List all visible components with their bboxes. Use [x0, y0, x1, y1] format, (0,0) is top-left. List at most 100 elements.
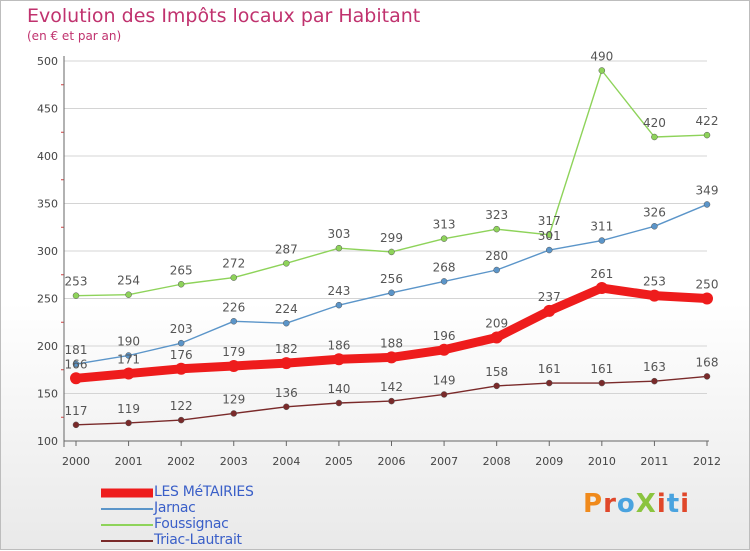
data-point-les-m-tairies: [122, 367, 135, 380]
data-label-triac-lautrait: 161: [590, 362, 613, 376]
data-point-jarnac: [335, 301, 343, 309]
data-label-foussignac: 490: [590, 50, 613, 64]
data-label-triac-lautrait: 140: [327, 382, 350, 396]
data-label-jarnac: 190: [117, 335, 140, 349]
y-tick-label: 100: [37, 435, 58, 448]
data-point-triac-lautrait: [546, 379, 553, 387]
data-point-triac-lautrait: [177, 416, 185, 424]
logo-letter: o: [616, 489, 636, 519]
x-tick-label: 2011: [640, 455, 668, 468]
data-point-les-m-tairies: [438, 343, 451, 356]
data-point-foussignac: [177, 281, 185, 288]
y-tick-label: 350: [37, 198, 58, 211]
data-point-les-m-tairies: [543, 304, 556, 317]
data-point-triac-lautrait: [72, 421, 80, 429]
data-point-les-m-tairies: [701, 292, 713, 305]
data-point-foussignac: [546, 231, 553, 239]
y-tick-label: 300: [37, 245, 58, 258]
x-tick-label: 2012: [693, 455, 721, 468]
legend-swatch-les-metairies: [101, 488, 153, 498]
data-label-triac-lautrait: 161: [538, 362, 561, 376]
data-label-foussignac: 420: [643, 116, 666, 130]
data-label-jarnac: 301: [538, 229, 561, 243]
x-tick-label: 2007: [430, 455, 458, 468]
data-point-triac-lautrait: [230, 410, 237, 417]
logo-letter: P: [583, 489, 604, 519]
data-point-triac-lautrait: [493, 382, 500, 390]
data-point-jarnac: [72, 360, 80, 368]
data-point-jarnac: [651, 223, 658, 230]
logo-letter: X: [635, 489, 657, 519]
x-tick-label: 2006: [378, 455, 406, 468]
data-point-triac-lautrait: [125, 419, 132, 427]
data-point-foussignac: [125, 291, 132, 298]
data-label-triac-lautrait: 129: [222, 392, 245, 406]
legend-swatch-jarnac: [101, 508, 153, 510]
chart-title: Evolution des Impôts locaux par Habitant: [27, 5, 421, 27]
x-tick-label: 2008: [483, 455, 511, 468]
data-point-triac-lautrait: [703, 373, 711, 380]
data-label-jarnac: 224: [275, 302, 298, 316]
data-label-les-m-tairies: 186: [327, 338, 350, 352]
data-point-les-m-tairies: [332, 353, 345, 366]
data-label-triac-lautrait: 119: [117, 402, 140, 416]
data-label-jarnac: 280: [485, 249, 508, 263]
data-label-triac-lautrait: 142: [380, 380, 403, 394]
data-label-triac-lautrait: 158: [485, 365, 508, 379]
chart-subtitle: (en € et par an): [27, 29, 122, 43]
data-point-foussignac: [72, 292, 80, 299]
data-point-foussignac: [598, 67, 606, 74]
data-label-foussignac: 265: [170, 263, 193, 277]
data-point-triac-lautrait: [388, 397, 395, 405]
data-point-foussignac: [230, 274, 237, 281]
data-label-jarnac: 181: [65, 343, 88, 357]
data-label-foussignac: 323: [485, 208, 508, 222]
data-label-jarnac: 203: [170, 322, 193, 336]
x-tick-label: 2009: [535, 455, 563, 468]
x-tick-label: 2003: [220, 455, 248, 468]
data-label-les-m-tairies: 188: [380, 336, 403, 350]
data-point-foussignac: [388, 248, 395, 256]
data-label-les-m-tairies: 250: [696, 278, 719, 292]
data-point-triac-lautrait: [440, 391, 448, 398]
data-label-jarnac: 349: [696, 183, 719, 197]
series-line-foussignac: [75, 69, 708, 297]
data-label-triac-lautrait: 117: [65, 404, 88, 418]
data-point-jarnac: [493, 266, 500, 274]
data-point-les-m-tairies: [385, 351, 398, 364]
data-point-jarnac: [283, 319, 290, 327]
data-point-jarnac: [177, 339, 185, 347]
y-tick-label: 500: [37, 55, 58, 68]
logo-letter: t: [666, 489, 681, 519]
data-label-foussignac: 303: [327, 227, 350, 241]
data-point-les-m-tairies: [70, 372, 82, 385]
data-label-jarnac: 226: [222, 300, 245, 314]
data-point-jarnac: [703, 201, 711, 208]
proxiti-logo: ProXiti: [583, 489, 690, 519]
data-point-foussignac: [493, 225, 500, 233]
data-label-jarnac: 311: [590, 220, 613, 234]
data-label-les-m-tairies: 179: [222, 345, 245, 359]
data-point-foussignac: [440, 235, 448, 242]
legend-label-jarnac: Jarnac: [154, 500, 196, 516]
data-point-les-m-tairies: [175, 362, 188, 375]
data-point-foussignac: [651, 133, 658, 141]
data-point-foussignac: [335, 244, 343, 252]
data-point-jarnac: [546, 246, 553, 254]
data-label-foussignac: 272: [222, 257, 245, 271]
y-tick-label: 250: [37, 293, 58, 306]
x-tick-label: 2005: [325, 455, 353, 468]
data-point-les-m-tairies: [648, 289, 661, 302]
data-point-jarnac: [440, 278, 448, 285]
data-label-triac-lautrait: 149: [433, 373, 456, 387]
legend-swatch-triac-lautrait: [101, 540, 153, 542]
data-point-jarnac: [598, 237, 606, 244]
data-point-les-m-tairies: [227, 359, 240, 372]
data-label-triac-lautrait: 168: [696, 355, 719, 369]
data-label-les-m-tairies: 176: [170, 348, 193, 362]
x-tick-label: 2002: [167, 455, 195, 468]
y-tick-label: 200: [37, 340, 58, 353]
data-label-foussignac: 299: [380, 231, 403, 245]
